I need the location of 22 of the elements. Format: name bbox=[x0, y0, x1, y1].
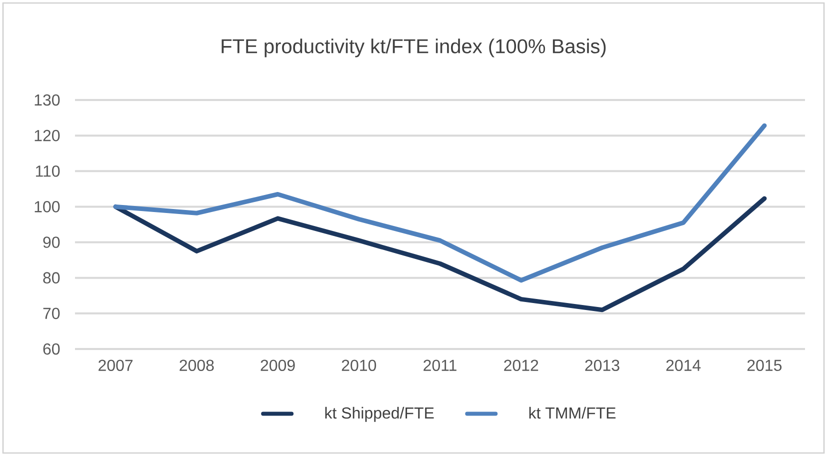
y-tick-label: 60 bbox=[43, 343, 60, 355]
y-tick-label: 80 bbox=[43, 272, 60, 284]
x-tick-label: 2011 bbox=[424, 360, 456, 372]
line-series bbox=[113, 196, 767, 312]
x-tick-label: 2007 bbox=[98, 360, 133, 372]
y-tick-label: 70 bbox=[43, 308, 60, 320]
x-tick-label: 2009 bbox=[260, 360, 295, 372]
x-tick-label: 2014 bbox=[666, 360, 701, 372]
chart-title: FTE productivity kt/FTE index (100% Basis) bbox=[222, 38, 606, 58]
x-tick-label: 2008 bbox=[180, 360, 214, 372]
x-tick-label: 2010 bbox=[342, 360, 376, 372]
legend-label: kt TMM/FTE bbox=[529, 406, 616, 419]
x-tick-label: 2013 bbox=[585, 360, 620, 372]
x-tick-label: 2012 bbox=[504, 360, 538, 372]
line-series bbox=[113, 123, 767, 283]
legend-label: kt Shipped/FTE bbox=[325, 406, 434, 422]
y-tick-label: 130 bbox=[34, 94, 60, 106]
y-tick-label: 90 bbox=[43, 236, 60, 248]
x-tick-label: 2015 bbox=[747, 360, 782, 372]
y-tick-label: 100 bbox=[34, 201, 60, 212]
y-tick-label: 110 bbox=[36, 165, 60, 177]
y-tick-label: 120 bbox=[34, 130, 60, 142]
